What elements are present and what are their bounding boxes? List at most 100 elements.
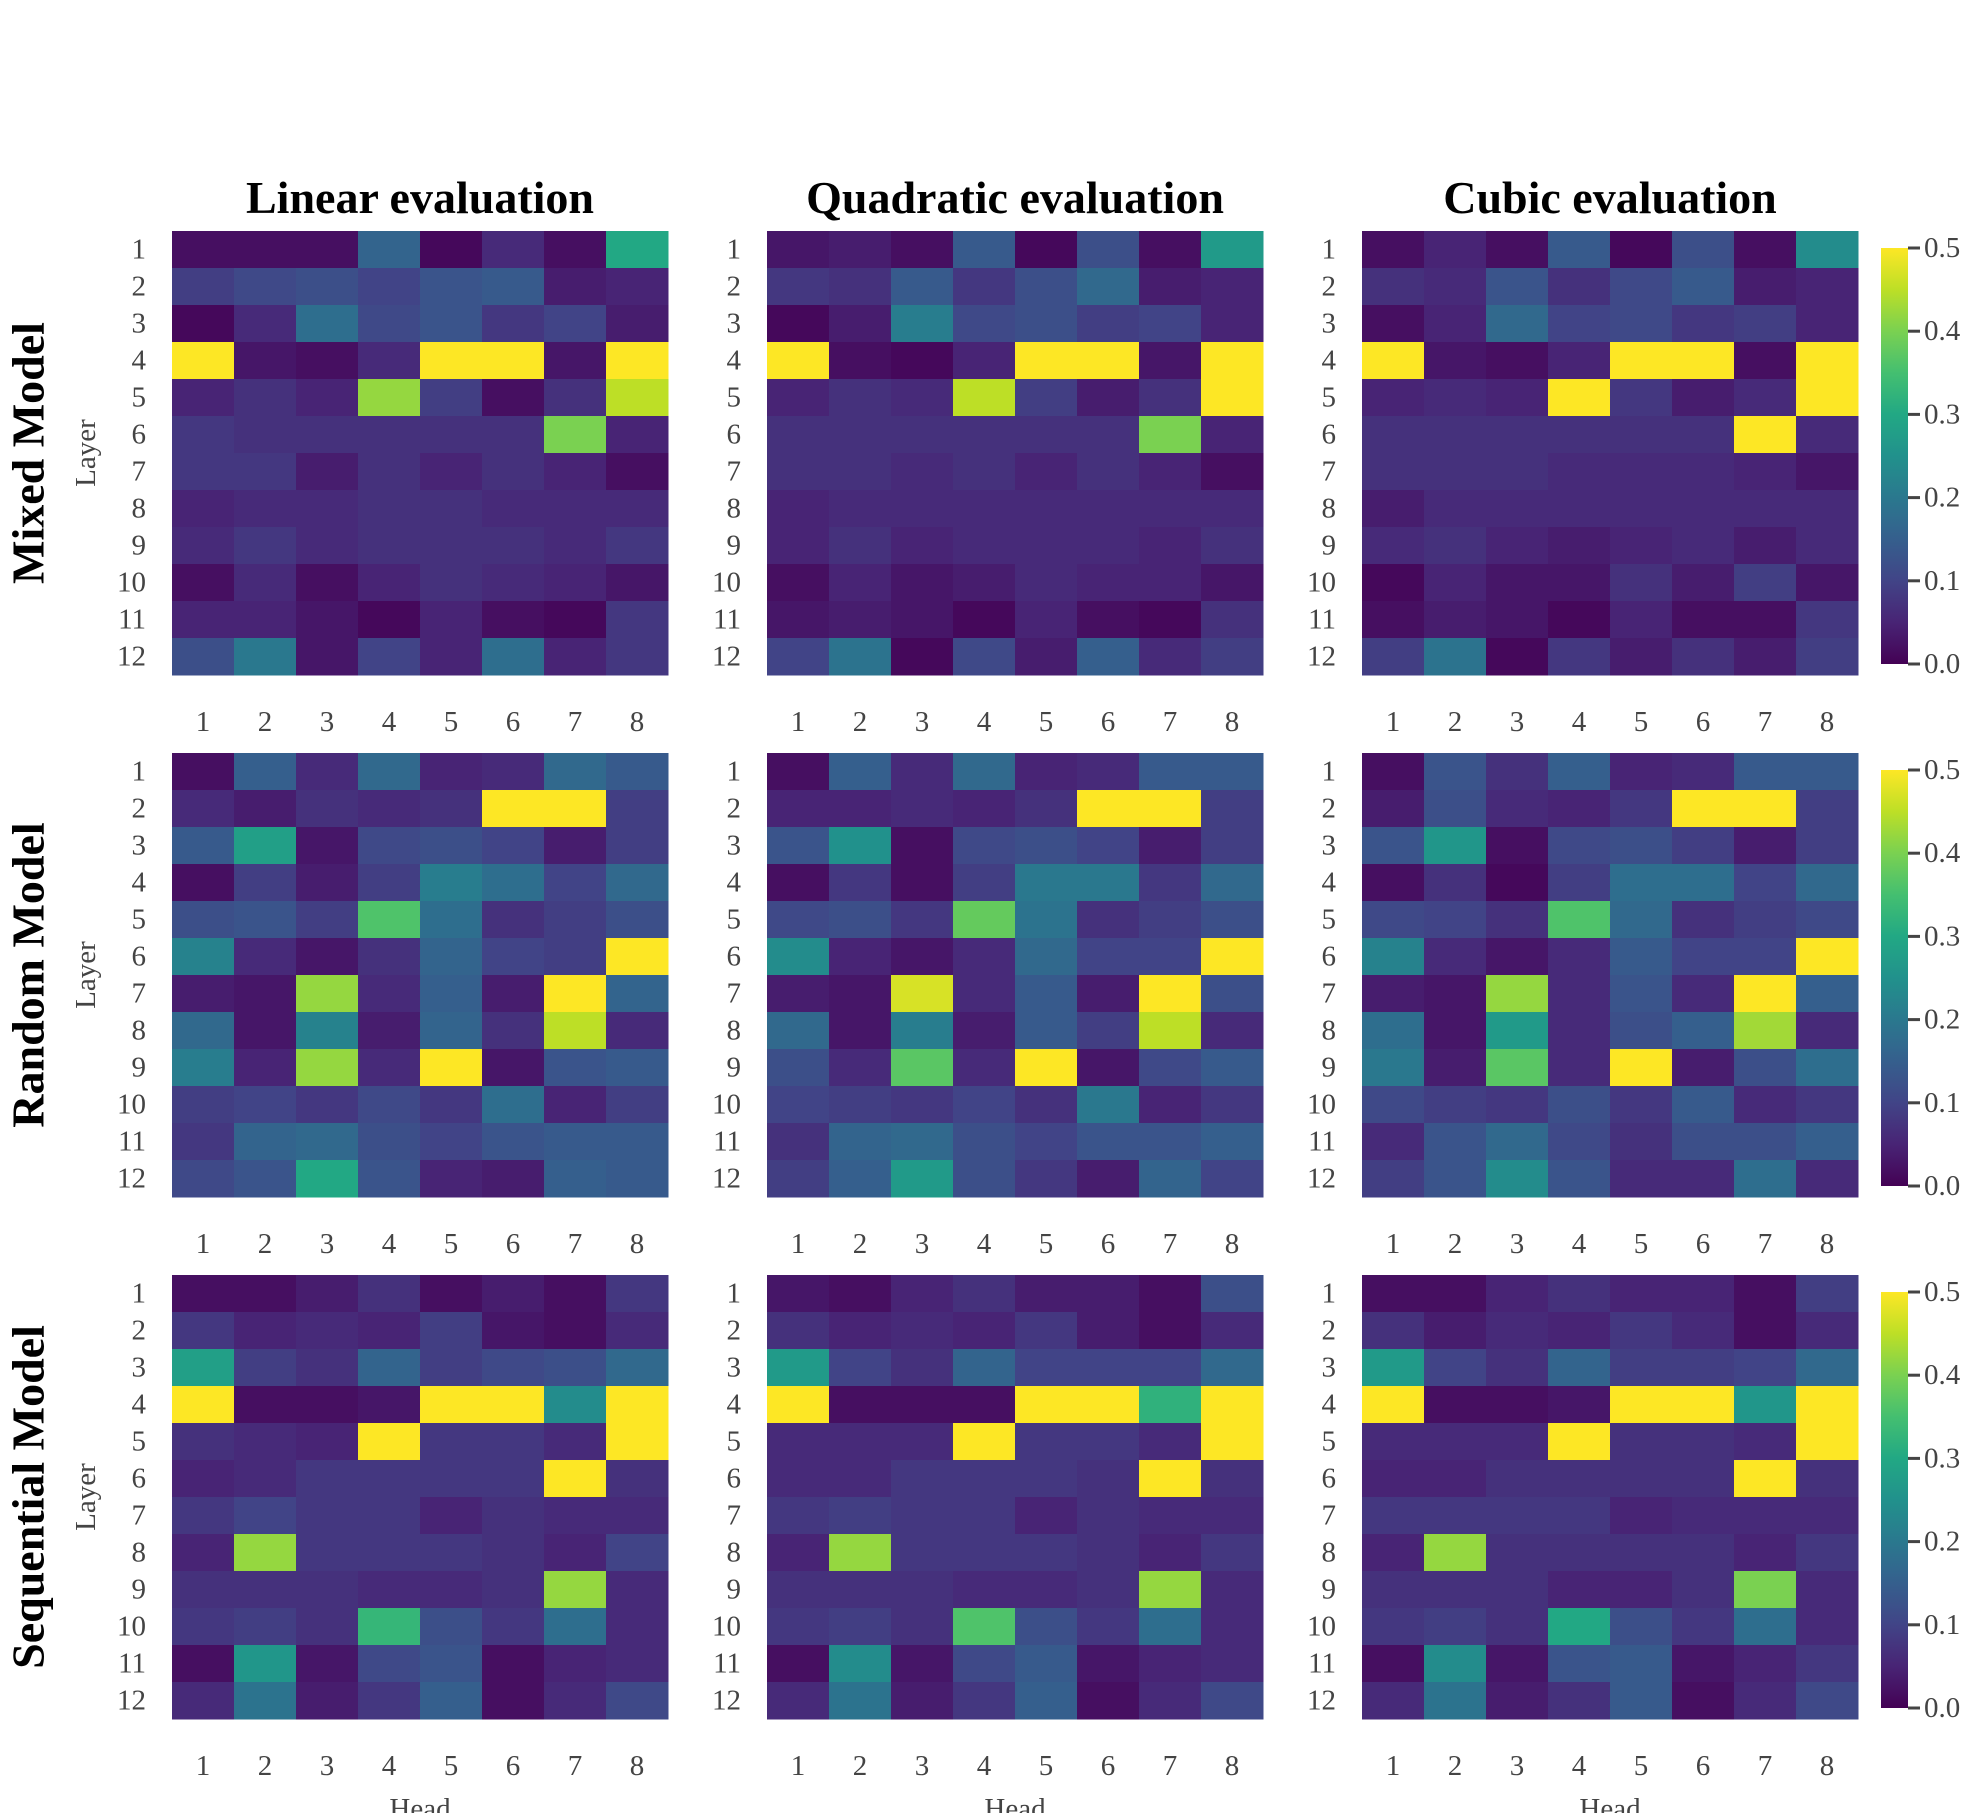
x-tick-label: 3 [915,1750,930,1782]
heatmap-cell [1796,1160,1859,1198]
heatmap-cell [1734,1312,1797,1350]
y-tick-label: 3 [1322,830,1337,862]
heatmap-cell [172,1645,235,1683]
heatmap-cell [1796,342,1859,380]
heatmap-cell [1077,1386,1140,1424]
heatmap-cell [1201,901,1264,939]
heatmap-cell [1139,1012,1202,1050]
heatmap-cell [544,790,607,828]
heatmap-cell [482,1608,545,1646]
heatmap-cell [891,1049,954,1087]
colorbar-tick-label: 0.3 [1924,1442,1960,1474]
heatmap-cell [1610,527,1673,565]
x-tick-label: 2 [1448,1228,1463,1260]
heatmap-cell [544,416,607,454]
colorbar-tick-label: 0.2 [1924,1526,1960,1558]
heatmap-cell [767,601,830,639]
heatmap-cell [1424,379,1487,417]
x-tick-label: 6 [1101,1750,1116,1782]
heatmap-cell [1362,1645,1425,1683]
x-tick-label: 5 [1039,1750,1054,1782]
heatmap-cell [1610,901,1673,939]
heatmap-cell [953,1423,1016,1461]
heatmap-cell [296,1608,359,1646]
heatmap-cell [544,601,607,639]
x-tick-label: 5 [444,1750,459,1782]
heatmap-cell [1077,601,1140,639]
heatmap-cell [296,901,359,939]
heatmap-cell [482,231,545,269]
heatmap-cell [891,753,954,791]
heatmap-cell [767,564,830,602]
heatmap-cell [1362,638,1425,676]
heatmap-cell [172,1312,235,1350]
heatmap-cell [1672,864,1735,902]
heatmap-cell [1486,1497,1549,1535]
row-title: Random Model [3,822,54,1127]
heatmap-cell [1424,938,1487,976]
heatmap-cell [234,753,297,791]
heatmap-cell [1672,453,1735,491]
x-tick-label: 1 [791,1750,806,1782]
x-tick-label: 8 [630,706,645,738]
heatmap-cell [482,601,545,639]
heatmap-cell [1015,1160,1078,1198]
heatmap-cell [234,342,297,380]
x-axis-label: Head [389,1793,451,1813]
y-tick-label: 10 [117,1611,146,1643]
heatmap-cell [1362,490,1425,528]
y-tick-label: 1 [132,756,147,788]
heatmap-cell [234,379,297,417]
heatmap-cell [358,1497,421,1535]
heatmap-cell [953,342,1016,380]
heatmap-cell [606,231,669,269]
heatmap-cell [172,416,235,454]
heatmap-cell [1672,1460,1735,1498]
heatmap-cell [1610,1160,1673,1198]
heatmap-cell [544,1682,607,1720]
heatmap-cell [358,490,421,528]
heatmap-cell [1548,1645,1611,1683]
heatmap-cell [420,753,483,791]
heatmap-cell [482,975,545,1013]
heatmap-cell [953,1312,1016,1350]
colorbar-tick-label: 0.5 [1924,754,1960,786]
heatmap-cell [953,1534,1016,1572]
x-tick-label: 7 [568,1228,583,1260]
heatmap-cell [358,1682,421,1720]
heatmap-cell [1796,416,1859,454]
heatmap-cell [1201,1160,1264,1198]
y-tick-label: 12 [1307,1163,1336,1195]
heatmap-cell [1610,938,1673,976]
y-tick-label: 9 [132,530,147,562]
heatmap-cell [1548,1275,1611,1313]
heatmap-cell [544,1423,607,1461]
heatmap-cell [1672,827,1735,865]
heatmap-cell [544,490,607,528]
heatmap-cell [1362,975,1425,1013]
heatmap-cell [1077,379,1140,417]
heatmap-cell [358,453,421,491]
x-tick-label: 6 [506,706,521,738]
x-tick-label: 5 [1634,1228,1649,1260]
heatmap-cell [1796,231,1859,269]
heatmap-cell [1548,453,1611,491]
heatmap-cell [1610,1423,1673,1461]
heatmap-cell [234,1534,297,1572]
heatmap-cell [1139,827,1202,865]
x-tick-label: 7 [1758,706,1773,738]
heatmap-cell [1796,601,1859,639]
x-tick-label: 6 [1696,1750,1711,1782]
heatmap-cell [482,1423,545,1461]
y-tick-label: 9 [1322,530,1337,562]
heatmap-cell [1015,1012,1078,1050]
heatmap-cell [1486,379,1549,417]
heatmap-cell [891,1386,954,1424]
heatmap-cell [358,864,421,902]
heatmap-cell [358,1312,421,1350]
heatmap-cell [1201,1312,1264,1350]
heatmap-cell [829,490,892,528]
heatmap-cell [1734,1123,1797,1161]
heatmap-cell [606,416,669,454]
heatmap-cell [1015,1608,1078,1646]
